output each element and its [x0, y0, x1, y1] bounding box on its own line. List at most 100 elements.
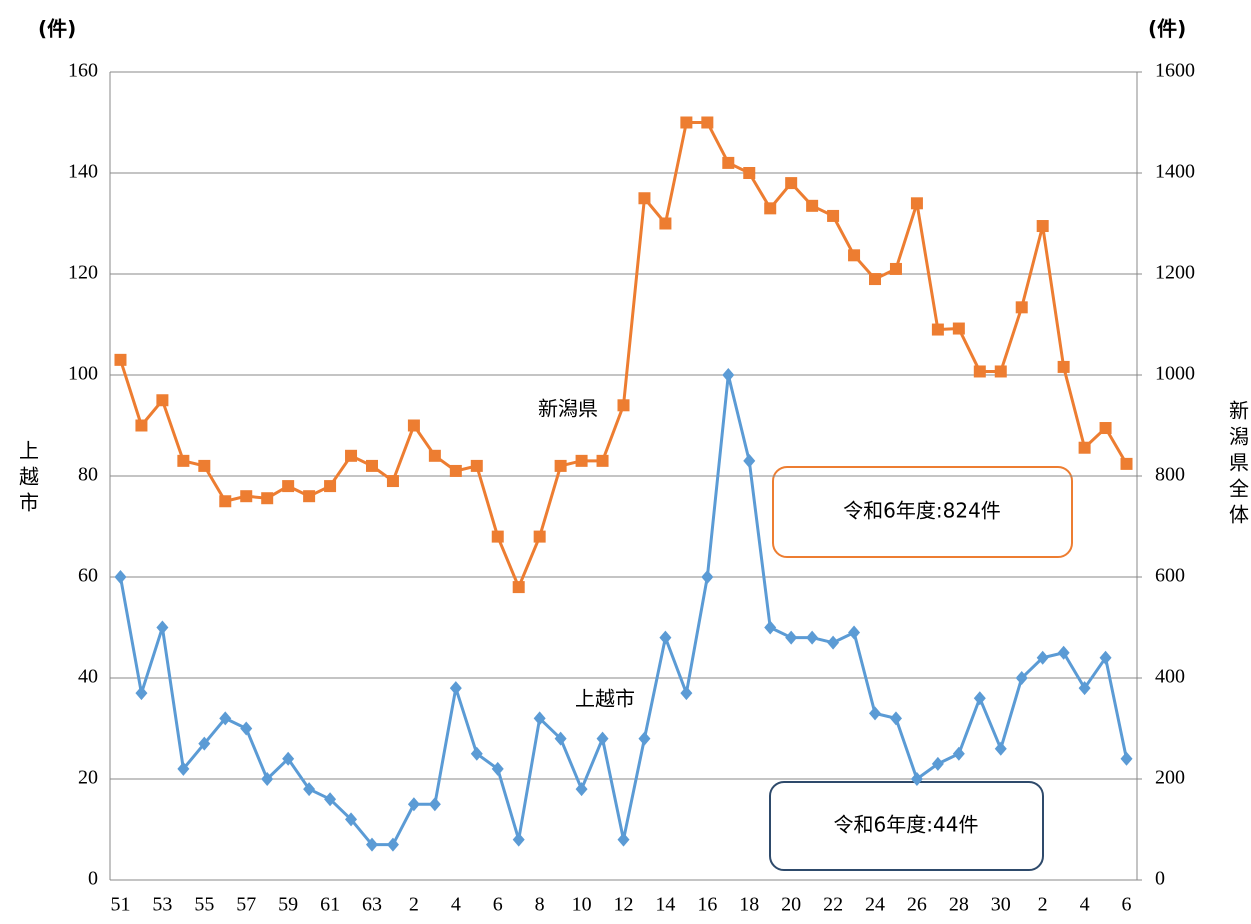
marker: [114, 353, 127, 366]
marker: [533, 711, 546, 726]
marker: [743, 453, 756, 468]
x-tick-label: 20: [781, 894, 801, 916]
marker: [827, 635, 840, 650]
x-tick-label: 4: [451, 894, 461, 916]
marker: [470, 459, 483, 472]
marker: [952, 746, 965, 761]
x-tick-label: 10: [572, 894, 592, 916]
marker: [554, 459, 567, 472]
marker: [219, 495, 232, 508]
marker: [869, 273, 882, 286]
x-tick-label: 59: [278, 894, 298, 916]
series-line: [119, 374, 1128, 847]
marker: [722, 368, 735, 382]
y-tick-label: 80: [78, 464, 98, 486]
marker: [198, 736, 211, 751]
marker: [533, 530, 546, 543]
series-label: 新潟県: [538, 397, 598, 421]
marker: [575, 454, 588, 467]
marker: [1057, 645, 1070, 660]
y-axis-label: 上越市: [16, 440, 40, 518]
marker: [261, 772, 274, 786]
marker: [1099, 650, 1112, 665]
y-tick-label: 100: [68, 363, 98, 385]
marker: [973, 691, 986, 706]
marker: [177, 454, 190, 467]
marker: [554, 731, 567, 746]
marker: [407, 419, 420, 432]
marker: [701, 570, 714, 584]
marker: [869, 706, 882, 721]
marker: [806, 630, 819, 645]
marker: [910, 197, 923, 210]
x-tick-label: 12: [614, 894, 634, 916]
marker: [491, 761, 504, 776]
x-tick-label: 18: [739, 894, 759, 916]
marker: [1078, 441, 1091, 454]
marker: [219, 711, 232, 726]
y-unit: (件): [38, 17, 76, 41]
marker: [785, 177, 798, 190]
marker: [240, 490, 253, 503]
y2-axis-label: 新潟県全体: [1226, 400, 1250, 530]
marker: [470, 746, 483, 761]
y-tick-label: 60: [78, 565, 98, 587]
x-tick-label: 63: [362, 894, 382, 916]
marker: [680, 116, 693, 129]
marker: [575, 782, 588, 797]
marker: [889, 262, 902, 275]
x-tick-label: 16: [697, 894, 717, 916]
marker: [428, 797, 441, 812]
marker: [827, 209, 840, 222]
y2-tick-label: 1200: [1155, 262, 1195, 284]
y-tick-label: 40: [78, 666, 98, 688]
y2-tick-label: 1400: [1155, 161, 1195, 183]
y-tick-label: 140: [68, 161, 98, 183]
x-tick-label: 28: [949, 894, 969, 916]
marker: [931, 323, 944, 336]
annotation: 令和6年度:44件: [834, 813, 979, 837]
marker: [910, 772, 923, 786]
y-tick-label: 0: [88, 868, 98, 890]
series-label: 上越市: [575, 687, 635, 711]
marker: [1036, 220, 1049, 233]
marker: [365, 459, 378, 472]
marker: [240, 721, 253, 736]
marker: [491, 530, 504, 543]
marker: [1015, 671, 1028, 685]
marker: [324, 792, 337, 807]
marker: [722, 156, 735, 169]
marker: [512, 832, 525, 847]
x-tick-label: 26: [907, 894, 927, 916]
marker: [743, 167, 756, 179]
marker: [994, 741, 1007, 756]
marker: [512, 581, 525, 594]
marker: [345, 449, 358, 462]
x-tick-label: 24: [865, 894, 885, 916]
marker: [114, 570, 127, 584]
marker: [931, 756, 944, 771]
annotation-box: [772, 466, 1073, 558]
x-tick-label: 22: [823, 894, 843, 916]
x-tick-label: 6: [1122, 894, 1132, 916]
y2-tick-label: 1000: [1155, 363, 1195, 385]
marker: [596, 731, 609, 746]
y2-tick-label: 600: [1155, 565, 1185, 587]
marker: [282, 480, 295, 493]
marker: [638, 731, 651, 746]
marker: [282, 751, 295, 766]
marker: [1120, 751, 1133, 766]
x-tick-label: 2: [409, 894, 419, 916]
x-tick-label: 6: [493, 894, 503, 916]
y-tick-label: 20: [78, 767, 98, 789]
y2-tick-label: 200: [1155, 767, 1185, 789]
marker: [407, 797, 420, 812]
marker: [386, 837, 399, 852]
marker: [156, 394, 169, 407]
marker: [659, 630, 672, 645]
marker: [365, 837, 378, 852]
marker: [135, 419, 148, 432]
x-tick-label: 53: [152, 894, 172, 916]
marker: [449, 681, 462, 696]
